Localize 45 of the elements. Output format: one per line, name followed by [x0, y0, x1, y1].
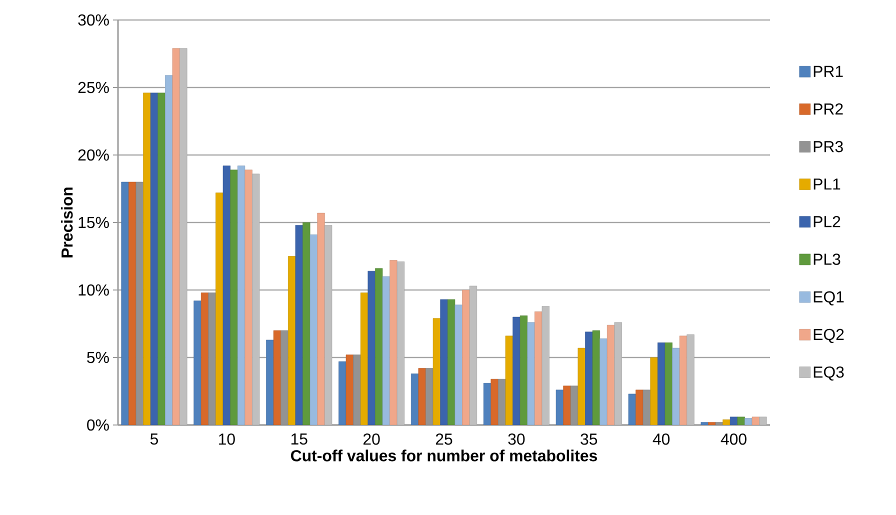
y-tick-label: 15%	[78, 216, 109, 228]
bar	[636, 390, 644, 425]
bar	[440, 299, 448, 425]
bar	[230, 170, 238, 425]
x-tick-label: 40	[652, 434, 670, 445]
y-axis-title: Precision	[61, 188, 73, 258]
bar	[244, 170, 252, 425]
bar	[686, 334, 694, 425]
bar	[490, 378, 498, 425]
x-tick-label: 25	[436, 434, 452, 445]
bar	[512, 316, 520, 425]
bar	[600, 338, 608, 425]
bar	[527, 322, 535, 425]
y-tick-label: 20%	[78, 149, 109, 161]
bar	[317, 212, 325, 425]
legend-label: PL3	[814, 254, 840, 265]
x-axis-title: Cut-off values for number of metabolites	[291, 450, 597, 462]
bar	[563, 386, 571, 425]
bar	[650, 357, 658, 425]
legend-label: EQ1	[814, 291, 844, 306]
bar	[121, 182, 129, 425]
bar	[158, 92, 166, 425]
y-tick-label: 5%	[87, 352, 109, 364]
legend-label: EQ3	[814, 366, 844, 381]
x-tick-label: 5	[150, 434, 158, 445]
bar	[390, 260, 398, 425]
bar	[672, 348, 680, 425]
bar	[368, 270, 376, 425]
legend-label: PR2	[814, 103, 843, 114]
bar	[194, 300, 202, 425]
x-tick-label: 35	[580, 434, 598, 445]
x-tick-label: 15	[291, 434, 308, 445]
y-tick-label: 0%	[87, 419, 109, 431]
x-tick-label: 10	[219, 434, 235, 445]
legend-label: PR3	[814, 140, 843, 152]
x-tick-label: 30	[508, 434, 525, 445]
legend-label: PL1	[814, 178, 840, 190]
y-tick-label: 25%	[78, 82, 109, 94]
x-tick-label: 400	[720, 434, 746, 445]
y-tick-label: 30%	[78, 14, 109, 26]
legend-label: EQ2	[814, 328, 844, 343]
legend-label: PR1	[814, 66, 843, 77]
y-tick-label: 10%	[78, 284, 109, 296]
x-tick-label: 20	[363, 434, 380, 445]
legend-label: PL2	[814, 216, 840, 228]
